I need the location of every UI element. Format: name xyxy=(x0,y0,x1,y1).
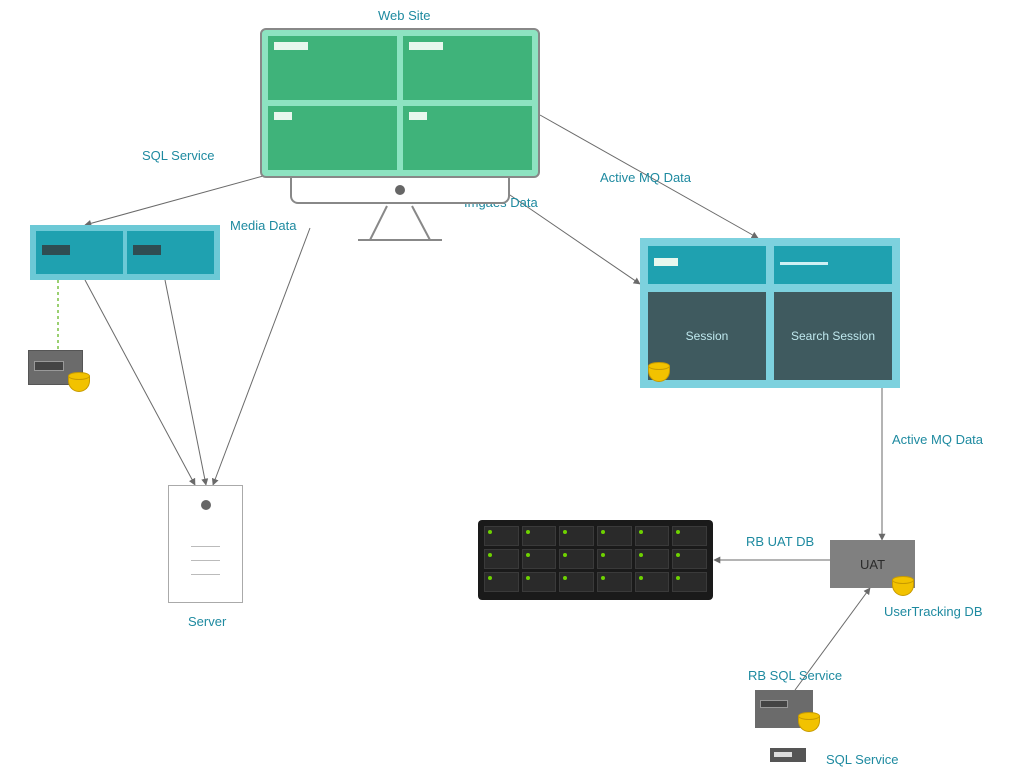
database-icon xyxy=(68,372,90,394)
left-service-pair xyxy=(30,225,220,280)
label-rb-sql-service: RB SQL Service xyxy=(748,668,842,683)
label-sql-service-left: SQL Service xyxy=(142,148,215,163)
label-usertracking-db: UserTracking DB xyxy=(884,604,982,619)
monitor-tile xyxy=(403,36,532,100)
right-service-box: Session Search Session xyxy=(640,238,900,388)
website-node xyxy=(260,28,540,228)
left-service-inner xyxy=(127,231,214,274)
label-active-mq-top: Active MQ Data xyxy=(600,170,691,185)
database-icon xyxy=(798,712,820,734)
monitor-tile xyxy=(268,36,397,100)
label-rb-uat-db: RB UAT DB xyxy=(746,534,814,549)
sql-service-tiny xyxy=(770,748,806,762)
label-server: Server xyxy=(188,614,226,629)
server-node xyxy=(168,485,243,603)
right-service-header xyxy=(774,246,892,284)
right-service-header xyxy=(648,246,766,284)
search-session-tile: Search Session xyxy=(774,292,892,380)
monitor-body xyxy=(290,178,510,204)
monitor-tile xyxy=(403,106,532,170)
label-sql-service-bottom: SQL Service xyxy=(826,752,899,767)
database-icon xyxy=(892,576,914,598)
rack-server xyxy=(478,520,713,600)
monitor-tile xyxy=(268,106,397,170)
label-active-mq-right: Active MQ Data xyxy=(892,432,983,447)
monitor-screen xyxy=(260,28,540,178)
left-service-inner xyxy=(36,231,123,274)
database-icon xyxy=(648,362,670,384)
label-website: Web Site xyxy=(378,8,431,23)
uat-label: UAT xyxy=(860,557,885,572)
